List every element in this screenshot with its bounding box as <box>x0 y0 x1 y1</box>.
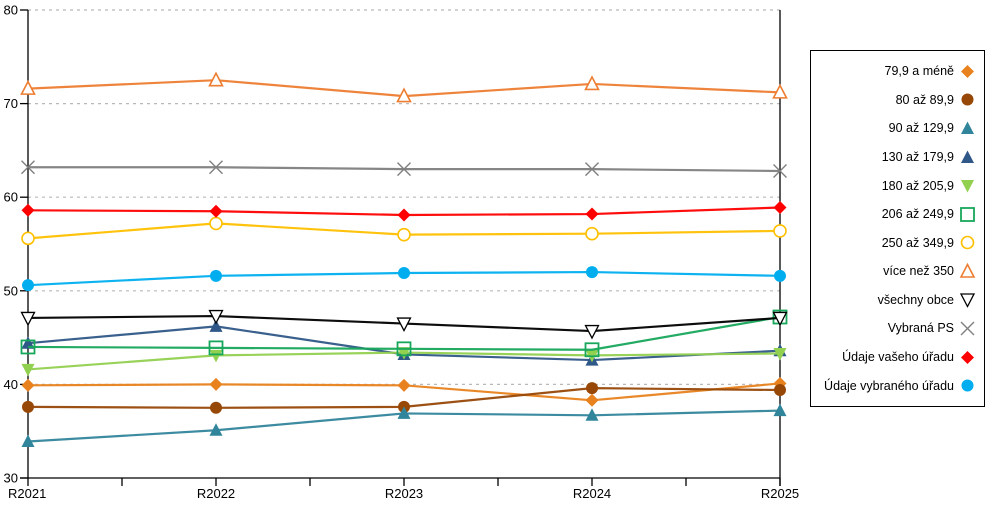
legend-item-label: 180 až 205,9 <box>881 178 954 193</box>
legend-item-11: Údaje vybraného úřadu <box>815 374 976 398</box>
y-axis-tick-label: 40 <box>4 377 18 392</box>
legend-marker-triangle-down-open-icon <box>959 293 976 309</box>
legend-item-8: všechny obce <box>815 288 976 312</box>
series-10 <box>21 200 787 222</box>
legend-marker-x-icon <box>960 321 975 336</box>
x-axis-tick-label: R2024 <box>573 486 611 500</box>
legend-marker-diamond-icon <box>961 64 974 78</box>
legend-marker-square-open-icon <box>960 206 975 222</box>
legend-item-5: 206 až 249,9 <box>815 202 976 226</box>
series-6 <box>21 216 787 246</box>
legend-item-10: Údaje vašeho úřadu <box>815 345 976 369</box>
legend-marker-circle-icon <box>961 93 974 106</box>
y-axis-tick-label: 80 <box>4 3 18 18</box>
legend-item-label: 79,9 a méně <box>884 64 955 79</box>
legend-item-7: více než 350 <box>815 259 976 283</box>
axes: 30 40 50 60 70 80 R2021 R2022 R2023 R2024 R2025 <box>4 3 800 502</box>
series-11 <box>22 266 786 292</box>
legend-marker-diamond-icon <box>961 350 974 364</box>
y-axis-tick-label: 30 <box>4 471 18 486</box>
x-axis-tick-label: R2025 <box>761 486 799 500</box>
legend-item-label: 250 až 349,9 <box>881 235 954 250</box>
legend-item-label: Vybraná PS <box>887 321 954 336</box>
legend-item-label: 206 až 249,9 <box>881 207 954 222</box>
y-axis-tick-label: 60 <box>4 190 18 205</box>
x-axis-tick-label: R2021 <box>8 486 46 500</box>
legend-marker-circle-open-icon <box>960 235 975 250</box>
legend-item-label: více než 350 <box>883 264 954 279</box>
legend-item-6: 250 až 349,9 <box>815 231 976 255</box>
series-4 <box>21 347 787 377</box>
y-axis-tick-label: 50 <box>4 283 18 298</box>
x-axis-tick-label: R2023 <box>385 486 423 500</box>
legend-marker-triangle-icon <box>961 150 974 163</box>
legend-item-label: všechny obce <box>877 292 954 307</box>
legend-item-1: 80 až 89,9 <box>815 88 976 112</box>
series-7 <box>20 71 788 103</box>
legend-item-label: Údaje vašeho úřadu <box>842 350 954 365</box>
legend-item-2: 90 až 129,9 <box>815 116 976 140</box>
series-5 <box>20 309 788 358</box>
series-2 <box>21 403 787 447</box>
series-8 <box>20 309 788 340</box>
legend-marker-triangle-open-icon <box>959 262 976 278</box>
legend-item-3: 130 až 179,9 <box>815 145 976 169</box>
legend-marker-circle-icon <box>961 379 974 392</box>
legend-item-9: Vybraná PS <box>815 316 976 340</box>
x-axis-tick-label: R2022 <box>197 486 235 500</box>
legend-item-label: 130 až 179,9 <box>881 150 954 165</box>
chart-legend: 79,9 a méně 80 až 89,9 90 až 129,9 130 až 1… <box>810 50 985 407</box>
y-axis-tick-label: 70 <box>4 96 18 111</box>
legend-item-label: 90 až 129,9 <box>888 121 954 136</box>
legend-item-0: 79,9 a méně <box>815 59 976 83</box>
legend-item-label: 80 až 89,9 <box>895 92 954 107</box>
series-9 <box>21 160 787 178</box>
legend-marker-triangle-icon <box>961 121 974 134</box>
legend-item-label: Údaje vybraného úřadu <box>824 378 954 393</box>
legend-marker-triangle-down-icon <box>961 180 974 193</box>
legend-item-4: 180 až 205,9 <box>815 174 976 198</box>
